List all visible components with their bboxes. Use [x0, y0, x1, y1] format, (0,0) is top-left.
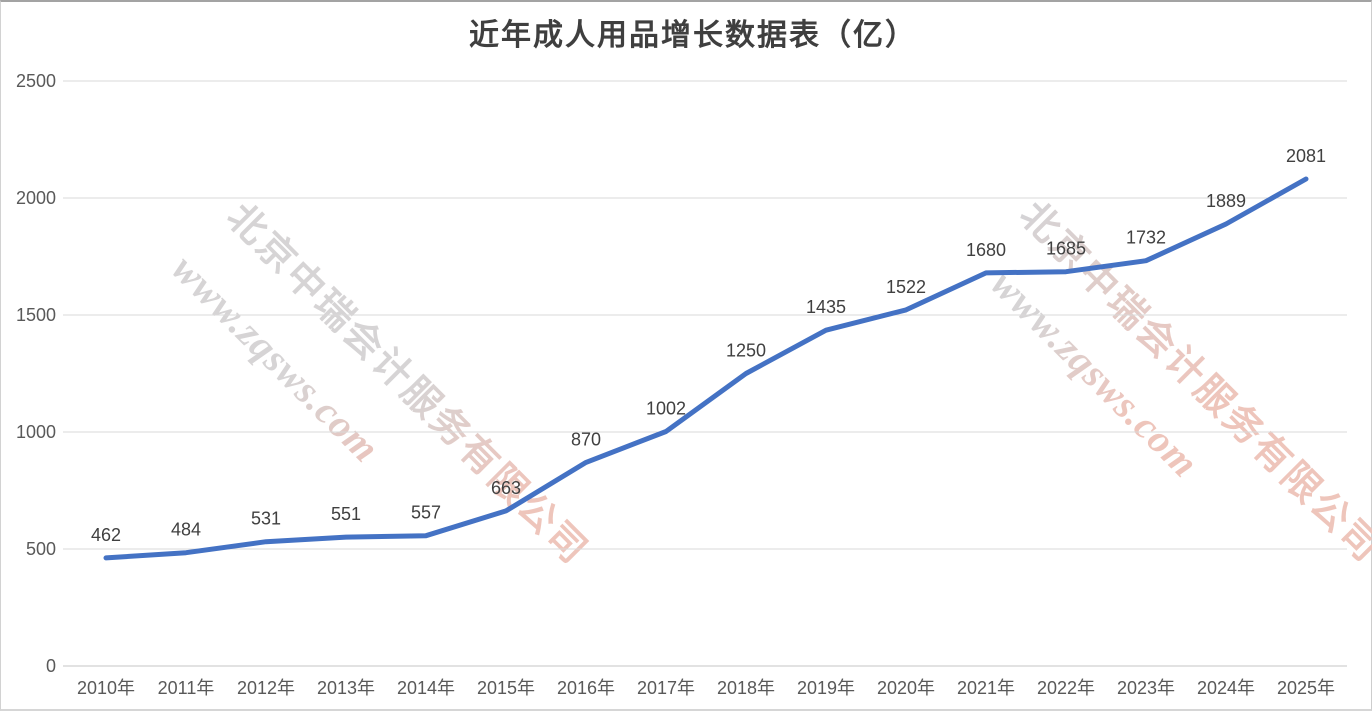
series-line [103, 176, 1309, 561]
data-label: 551 [331, 504, 361, 524]
y-axis-tick-label: 1000 [16, 422, 56, 442]
data-label: 1002 [646, 399, 686, 419]
y-axis-tick-label: 500 [26, 539, 56, 559]
x-axis-tick-label: 2017年 [637, 678, 695, 698]
data-label: 2081 [1286, 146, 1326, 166]
x-axis-tick-label: 2021年 [957, 678, 1015, 698]
x-axis-tick-label: 2020年 [877, 678, 935, 698]
data-label: 484 [171, 520, 201, 540]
data-label: 1250 [726, 341, 766, 361]
y-axis-tick-label: 2500 [16, 71, 56, 91]
x-axis-tick-label: 2023年 [1117, 678, 1175, 698]
data-label: 531 [251, 509, 281, 529]
x-axis-tick-label: 2022年 [1037, 678, 1095, 698]
x-axis-tick-label: 2018年 [717, 678, 775, 698]
chart-title: 近年成人用品增长数据表（亿） [469, 19, 917, 52]
x-axis-tick-label: 2011年 [158, 678, 215, 698]
y-axis-tick-label: 0 [46, 656, 56, 676]
data-label: 870 [571, 429, 601, 449]
x-axis-tick-label: 2019年 [797, 678, 855, 698]
data-label: 1889 [1206, 191, 1246, 211]
data-label: 1685 [1046, 239, 1086, 259]
x-axis-tick-label: 2024年 [1197, 678, 1255, 698]
x-axis-tick-label: 2014年 [397, 678, 455, 698]
x-axis-tick-label: 2016年 [557, 678, 615, 698]
data-label: 1435 [806, 297, 846, 317]
x-axis-tick-label: 2010年 [77, 678, 135, 698]
data-label: 557 [411, 503, 441, 523]
data-label: 462 [91, 525, 121, 545]
x-axis-tick-label: 2025年 [1277, 678, 1335, 698]
data-label: 663 [491, 478, 521, 498]
data-label: 1680 [966, 240, 1006, 260]
y-axis-tick-label: 1500 [16, 305, 56, 325]
x-axis-tick-label: 2012年 [237, 678, 295, 698]
x-axis-tick-label: 2015年 [477, 678, 535, 698]
data-label: 1522 [886, 277, 926, 297]
y-axis-tick-label: 2000 [16, 188, 56, 208]
x-axis-tick-label: 2013年 [317, 678, 375, 698]
data-label: 1732 [1126, 228, 1166, 248]
